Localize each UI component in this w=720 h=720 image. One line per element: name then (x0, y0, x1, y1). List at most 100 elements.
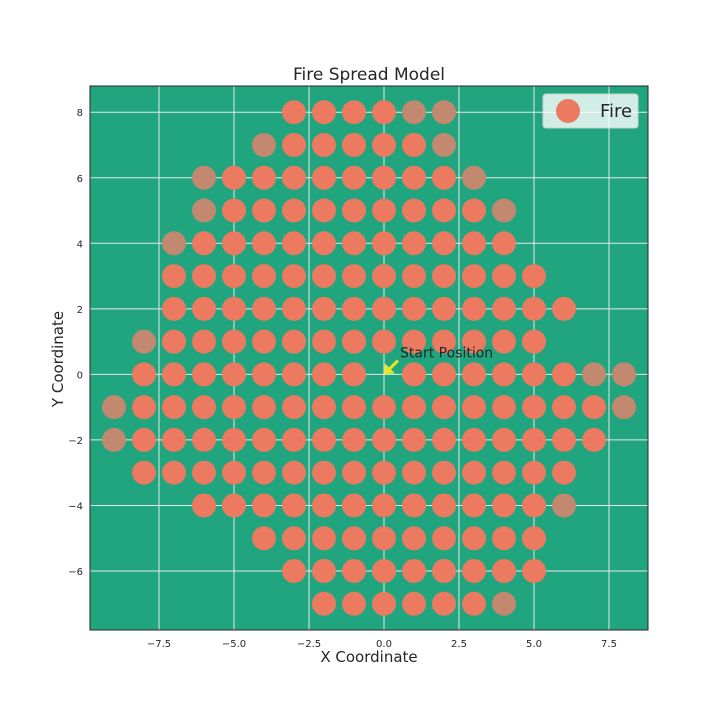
fire-point (612, 362, 636, 387)
fire-point (162, 427, 186, 452)
fire-point (462, 165, 486, 190)
fire-point (132, 460, 156, 485)
fire-point (162, 362, 186, 387)
fire-point (402, 362, 426, 387)
fire-point (312, 427, 336, 452)
fire-point (432, 100, 456, 125)
x-tick-label: −2.5 (297, 639, 321, 650)
fire-point (492, 198, 516, 223)
axis-ticks: −7.5 −5.0 −2.5 0.0 2.5 5.0 7.5 −6 −4 −2 0 2 4 6 8 (68, 108, 617, 650)
fire-point (552, 460, 576, 485)
fire-point (462, 231, 486, 256)
fire-points (102, 100, 636, 616)
fire-point (432, 591, 456, 616)
fire-point (222, 427, 246, 452)
fire-point (402, 100, 426, 125)
fire-point (312, 526, 336, 551)
fire-point (222, 493, 246, 518)
fire-point (312, 362, 336, 387)
fire-point (192, 329, 216, 354)
fire-point (432, 559, 456, 584)
fire-point (282, 395, 306, 420)
fire-point (282, 493, 306, 518)
y-tick-label: −4 (68, 501, 83, 512)
fire-point (342, 296, 366, 321)
fire-point (402, 231, 426, 256)
fire-point (372, 591, 396, 616)
x-tick-label: −7.5 (147, 639, 171, 650)
fire-point (342, 100, 366, 125)
fire-point (402, 165, 426, 190)
fire-point (342, 591, 366, 616)
fire-point (312, 198, 336, 223)
fire-point (582, 395, 606, 420)
fire-point (432, 493, 456, 518)
fire-point (522, 526, 546, 551)
fire-point (492, 296, 516, 321)
fire-point (432, 231, 456, 256)
fire-point (282, 198, 306, 223)
fire-point (402, 296, 426, 321)
fire-point (282, 526, 306, 551)
fire-point (222, 165, 246, 190)
fire-point (462, 395, 486, 420)
fire-point (402, 264, 426, 289)
fire-point (552, 427, 576, 452)
fire-point (282, 132, 306, 157)
chart-title: Fire Spread Model (293, 65, 445, 85)
fire-point (282, 165, 306, 190)
fire-point (252, 427, 276, 452)
y-tick-label: 2 (77, 305, 83, 316)
fire-point (282, 296, 306, 321)
x-tick-label: 2.5 (451, 639, 467, 650)
fire-point (372, 296, 396, 321)
x-tick-label: 0.0 (376, 639, 392, 650)
fire-point (492, 460, 516, 485)
y-tick-label: −6 (68, 567, 83, 578)
fire-point (492, 591, 516, 616)
fire-point (402, 132, 426, 157)
fire-point (192, 395, 216, 420)
fire-point (282, 460, 306, 485)
fire-point (492, 526, 516, 551)
fire-point (252, 526, 276, 551)
start-position-annotation: Start Position (384, 345, 493, 375)
fire-point (282, 362, 306, 387)
fire-point (432, 165, 456, 190)
fire-point (342, 198, 366, 223)
fire-point (462, 427, 486, 452)
fire-point (462, 526, 486, 551)
fire-point (312, 591, 336, 616)
fire-point (282, 329, 306, 354)
fire-point (342, 427, 366, 452)
y-tick-label: 8 (77, 108, 83, 119)
fire-point (342, 132, 366, 157)
fire-point (492, 395, 516, 420)
fire-point (222, 231, 246, 256)
fire-point (522, 362, 546, 387)
fire-point (372, 460, 396, 485)
fire-point (492, 559, 516, 584)
fire-point (192, 264, 216, 289)
fire-point (372, 329, 396, 354)
x-tick-label: 7.5 (601, 639, 617, 650)
fire-point (192, 427, 216, 452)
fire-point (102, 427, 126, 452)
y-tick-label: 4 (77, 239, 83, 250)
legend: Fire (542, 93, 639, 129)
fire-point (342, 493, 366, 518)
fire-point (312, 165, 336, 190)
fire-point (132, 362, 156, 387)
fire-point (372, 198, 396, 223)
fire-point (462, 460, 486, 485)
fire-point (162, 264, 186, 289)
fire-point (432, 460, 456, 485)
fire-point (252, 132, 276, 157)
fire-point (492, 427, 516, 452)
fire-point (282, 264, 306, 289)
fire-point (372, 395, 396, 420)
x-axis-label: X Coordinate (320, 648, 417, 666)
fire-point (282, 100, 306, 125)
fire-point (192, 493, 216, 518)
